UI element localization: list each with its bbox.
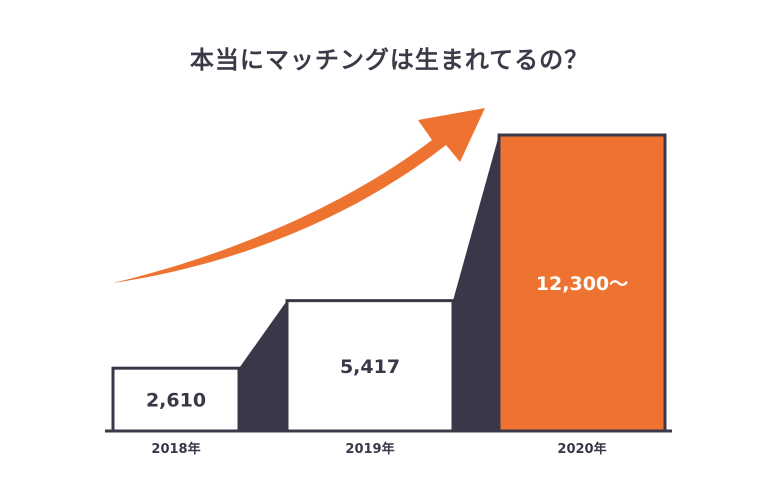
connector-band (239, 300, 287, 431)
bar-2020 (497, 133, 667, 433)
bar-value-label: 2,610 (146, 390, 206, 412)
connector-band (453, 135, 499, 431)
trend-arrow-icon (113, 108, 485, 283)
category-label: 2018年 (151, 441, 200, 457)
category-label: 2019年 (345, 441, 394, 457)
chart-title: 本当にマッチングは生まれてるの？ (189, 46, 590, 74)
bar-2019 (285, 299, 455, 433)
bar-value-label: 12,300～ (536, 273, 628, 295)
bar-2018 (111, 366, 241, 433)
bar-value-label: 5,417 (340, 356, 400, 378)
category-label: 2020年 (557, 441, 606, 457)
